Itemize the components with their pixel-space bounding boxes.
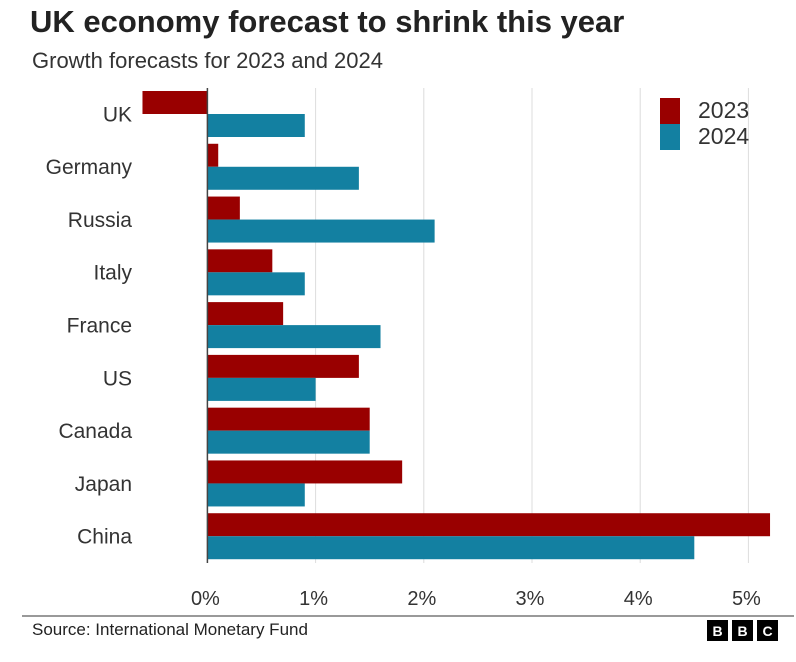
- category-label: Canada: [58, 420, 132, 443]
- bar-2023: [142, 91, 208, 114]
- bar-2023: [207, 143, 219, 167]
- source-note: Source: International Monetary Fund: [32, 620, 308, 639]
- bar-2023: [207, 196, 240, 220]
- legend-label: 2024: [698, 123, 749, 149]
- bar-2024: [207, 483, 305, 507]
- bar-2023: [207, 513, 771, 537]
- bar-2024: [207, 272, 305, 296]
- bbc-logo-letter: B: [707, 620, 728, 641]
- bar-2023: [207, 407, 370, 431]
- x-tick-label: 0%: [191, 588, 220, 610]
- category-label: France: [67, 315, 132, 338]
- chart-subtitle: Growth forecasts for 2023 and 2024: [32, 48, 383, 73]
- x-tick-label: 2%: [407, 588, 436, 610]
- bar-2024: [207, 219, 435, 243]
- x-tick-label: 5%: [732, 588, 761, 610]
- legend-label: 2023: [698, 97, 749, 123]
- chart-title: UK economy forecast to shrink this year: [30, 4, 625, 39]
- bbc-logo-letter: B: [732, 620, 753, 641]
- x-tick-label: 4%: [624, 588, 653, 610]
- category-label: UK: [103, 103, 132, 126]
- category-label: Germany: [46, 156, 133, 179]
- bar-2024: [207, 430, 370, 454]
- category-label: Japan: [75, 473, 132, 496]
- bar-2023: [207, 249, 273, 273]
- bar-2023: [207, 460, 403, 484]
- bbc-logo-letter: C: [757, 620, 778, 641]
- bar-2024: [207, 114, 305, 137]
- bar-2023: [207, 302, 284, 326]
- category-label: US: [103, 367, 132, 390]
- bar-2023: [207, 354, 359, 378]
- category-label: China: [77, 526, 132, 549]
- bar-2024: [207, 166, 359, 190]
- legend-swatch-2023: [660, 98, 680, 124]
- category-label: Italy: [93, 262, 132, 285]
- x-tick-label: 1%: [299, 588, 328, 610]
- category-label: Russia: [68, 209, 133, 232]
- bar-2024: [207, 536, 695, 560]
- bar-2024: [207, 325, 381, 349]
- bar-2024: [207, 377, 316, 401]
- x-tick-label: 3%: [516, 588, 545, 610]
- legend-swatch-2024: [660, 124, 680, 150]
- bbc-logo: B B C: [707, 620, 778, 641]
- footer-divider: [22, 615, 794, 617]
